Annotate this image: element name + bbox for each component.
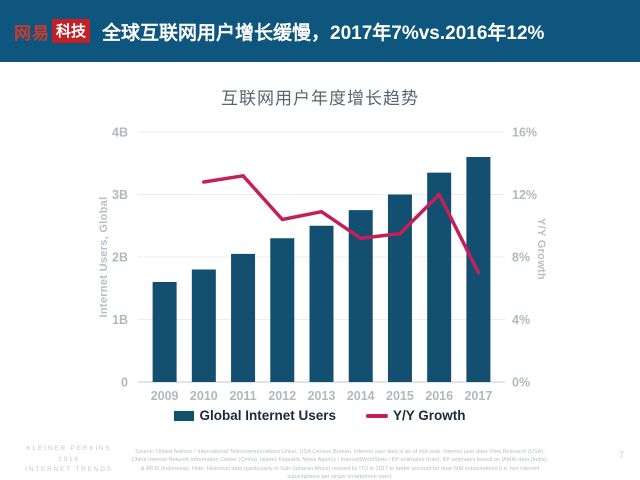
left-axis-tick: 1B <box>112 313 128 327</box>
chart-title: 互联网用户年度增长趋势 <box>221 89 419 108</box>
left-axis-tick: 0 <box>121 376 128 390</box>
bar-2013[interactable] <box>309 225 334 382</box>
growth-line[interactable] <box>202 174 481 275</box>
left-axis-tick: 3B <box>112 188 128 202</box>
x-axis-tick: 2015 <box>386 389 414 403</box>
x-axis-tick: 2012 <box>268 389 296 403</box>
bar-2015[interactable] <box>387 194 412 383</box>
line-swatch-icon <box>366 413 389 418</box>
brand-line: KLEINER PERKINS <box>26 445 112 452</box>
legend-label: Y/Y Growth <box>393 408 466 423</box>
legend-label: Global Internet Users <box>199 408 337 423</box>
legend-item-line: Y/Y Growth <box>366 408 466 423</box>
bar-2012[interactable] <box>270 238 295 382</box>
bar-2010[interactable] <box>191 269 216 383</box>
logo-sub-badge: 科技 <box>52 19 91 43</box>
right-axis-tick: 16% <box>512 126 537 140</box>
brand-line: 2018 <box>58 455 80 463</box>
x-axis-tick: 2009 <box>151 389 179 403</box>
left-axis-tick: 4B <box>112 126 128 140</box>
left-axis-tick: 2B <box>112 251 128 265</box>
logo-brand-text: 网易 <box>14 23 50 43</box>
x-axis-tick: 2010 <box>190 389 218 403</box>
x-axis-tick: 2017 <box>464 389 492 403</box>
source-note: Source: United Nations / International T… <box>131 449 549 480</box>
x-axis-tick: 2011 <box>229 389 256 403</box>
growth-trend-chart: 0 1B 2B 3B 4B 0% 4% 8% 12% 16% 2009 2010 2011 2012 201… <box>112 126 537 404</box>
x-axis-tick: 2013 <box>308 389 336 403</box>
page-number: 7 <box>618 450 624 460</box>
x-axis-tick: 2014 <box>347 389 375 403</box>
legend-item-bars: Global Internet Users <box>174 408 336 423</box>
bar-2009[interactable] <box>152 282 177 382</box>
chart-legend: Global Internet Users Y/Y Growth <box>0 408 640 423</box>
header-bar: 网易 科技 全球互联网用户增长缓慢，2017年7%vs.2016年12% <box>0 0 640 62</box>
kleiner-perkins-brand: KLEINER PERKINS 2018 INTERNET TRENDS <box>8 444 130 476</box>
page-title: 全球互联网用户增长缓慢，2017年7%vs.2016年12% <box>102 22 545 44</box>
netease-tech-logo[interactable]: 网易 科技 <box>14 19 91 44</box>
right-axis-tick: 8% <box>512 251 530 265</box>
bar-swatch-icon <box>174 410 195 421</box>
right-axis-tick: 0% <box>512 376 530 390</box>
right-axis-tick: 4% <box>512 313 530 327</box>
bar-2011[interactable] <box>231 253 256 382</box>
brand-line: INTERNET TRENDS <box>25 466 113 474</box>
x-axis-tick: 2016 <box>425 389 453 403</box>
right-axis-tick: 12% <box>512 188 537 202</box>
